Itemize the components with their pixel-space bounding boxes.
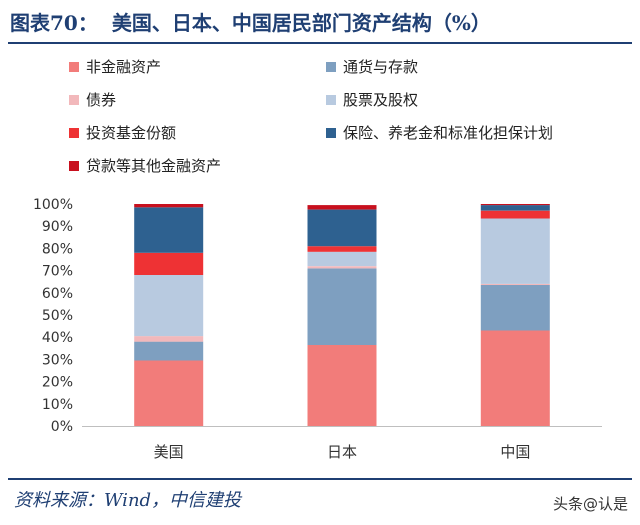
bar-segment <box>307 266 377 269</box>
y-tick-label: 100% <box>33 197 73 213</box>
bar-segment <box>134 360 204 426</box>
legend: 非金融资产 通货与存款债券 股票及股权投资基金份额 保险、养老金和标准化担保计划贷款等… <box>0 0 640 190</box>
legend-item: 通货与存款 <box>326 56 418 77</box>
bar-segment <box>480 205 550 211</box>
source-note: 资料来源：Wind，中信建投 <box>14 490 242 511</box>
bar-segment <box>480 210 550 219</box>
bar-segment <box>307 268 377 345</box>
legend-label: 通货与存款 <box>343 58 419 76</box>
legend-item: 债券 <box>69 89 116 110</box>
bar-segment <box>307 345 377 426</box>
x-category-label: 美国 <box>154 443 184 461</box>
legend-swatch <box>326 94 336 105</box>
legend-swatch <box>69 127 79 138</box>
legend-label: 股票及股权 <box>343 91 419 109</box>
y-tick-label: 90% <box>42 219 73 235</box>
legend-label: 非金融资产 <box>86 58 162 76</box>
x-category-label: 日本 <box>327 443 357 461</box>
y-tick-label: 30% <box>42 352 73 368</box>
bar-segment <box>307 209 377 247</box>
legend-item: 投资基金份额 <box>69 122 176 143</box>
y-tick-label: 60% <box>42 286 73 302</box>
legend-item: 贷款等其他金融资产 <box>69 155 221 176</box>
legend-item: 非金融资产 <box>69 56 161 77</box>
bar-segment <box>134 275 204 337</box>
legend-swatch <box>69 94 79 105</box>
y-tick-label: 50% <box>42 308 73 324</box>
bar-segment <box>480 285 550 331</box>
bar-segment <box>307 205 377 210</box>
bar-segment <box>134 336 204 342</box>
legend-swatch <box>69 160 79 171</box>
figure-number: 图表70： <box>10 11 98 35</box>
watermark: 头条@认是 <box>552 495 628 513</box>
legend-label: 投资基金份额 <box>86 124 177 142</box>
bar-segment <box>480 330 550 426</box>
y-tick-label: 0% <box>51 419 73 435</box>
legend-label: 债券 <box>86 91 117 109</box>
x-category-label: 中国 <box>500 443 530 461</box>
stacked-bar-chart: 0% 10% 20% 30% 40% 50% 60% 70% 80% 90% 100% 美国 日本 中国 <box>33 197 602 461</box>
legend-label: 贷款等其他金融资产 <box>86 157 222 175</box>
bar-segment <box>134 204 204 208</box>
bar-segment <box>134 252 204 275</box>
y-tick-label: 80% <box>42 241 73 257</box>
bar-segment <box>134 207 204 253</box>
bar-segment <box>480 283 550 285</box>
title-text: 美国、日本、中国居民部门资产结构（%） <box>111 11 491 35</box>
legend-label: 保险、养老金和标准化担保计划 <box>343 124 554 142</box>
y-tick-label: 40% <box>42 330 73 346</box>
y-tick-label: 20% <box>42 375 73 391</box>
bar-segment <box>480 218 550 284</box>
bar-segment <box>134 341 204 361</box>
legend-swatch <box>326 127 336 138</box>
bar-segment <box>307 251 377 267</box>
y-tick-label: 70% <box>42 264 73 280</box>
footer-divider <box>8 478 632 480</box>
title-divider <box>8 42 632 44</box>
bar-segment <box>307 246 377 252</box>
legend-swatch <box>326 61 336 72</box>
chart-title: 图表70： 美国、日本、中国居民部门资产结构（%） <box>10 7 491 36</box>
legend-item: 股票及股权 <box>326 89 418 110</box>
legend-item: 保险、养老金和标准化担保计划 <box>326 122 553 143</box>
bar-segment <box>480 204 550 206</box>
title-bar: 图表70： 美国、日本、中国居民部门资产结构（%） <box>0 0 640 44</box>
legend-swatch <box>69 61 79 72</box>
y-tick-label: 10% <box>42 397 73 413</box>
